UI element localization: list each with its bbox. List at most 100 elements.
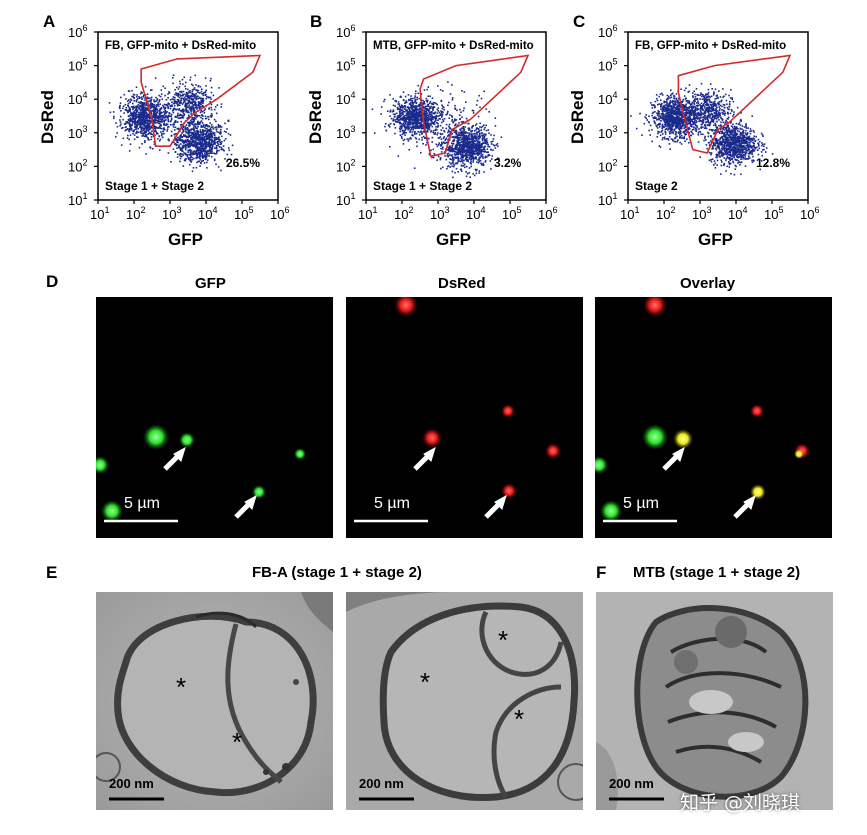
scatter-point [149, 146, 151, 148]
scatter-point [156, 111, 158, 114]
scatter-point [220, 128, 222, 131]
scatter-point [458, 114, 461, 116]
scatter-point [480, 151, 483, 153]
scatter-point [433, 132, 435, 135]
scatter-point [143, 107, 145, 110]
scatter-dots [108, 74, 234, 173]
scatter-point [165, 124, 167, 126]
scatter-point [194, 123, 196, 125]
scatter-point [463, 155, 465, 157]
scatter-point [178, 86, 181, 88]
scatter-point [679, 129, 681, 131]
scatter-point [216, 149, 218, 152]
scatter-point [667, 128, 670, 130]
scatter-point [413, 167, 416, 169]
scatter-point [468, 152, 470, 154]
scatter-point [120, 123, 122, 125]
scatter-point [456, 137, 459, 140]
scatter-point [433, 117, 436, 119]
scatter-point [462, 145, 465, 148]
scatter-point [143, 114, 145, 116]
scatter-point [428, 128, 431, 131]
scatter-point [146, 124, 149, 127]
scatter-point [208, 133, 210, 135]
scatter-point [467, 138, 470, 140]
scatter-point [441, 166, 444, 169]
scatter-point [190, 132, 193, 134]
scatter-point [155, 105, 158, 108]
scatter-point [191, 98, 193, 100]
scatter-point [413, 114, 415, 116]
scatter-point [152, 147, 154, 150]
scatter-point [402, 122, 405, 124]
scatter-point [170, 115, 172, 117]
scatter-point [179, 138, 182, 141]
scatter-point [187, 145, 190, 147]
scatter-point [187, 136, 190, 138]
scatter-point [173, 104, 176, 107]
scatter-point [211, 152, 213, 154]
scatter-point [137, 123, 140, 126]
plot-title: MTB, GFP-mito + DsRed-mito [373, 40, 534, 52]
scatter-point [213, 137, 215, 139]
scatter-point [413, 118, 416, 121]
scatter-point [202, 149, 205, 151]
scatter-point [153, 106, 155, 109]
scatter-point [174, 101, 177, 103]
scatter-point [670, 129, 673, 132]
scatter-point [208, 118, 210, 121]
scatter-point [404, 126, 406, 129]
scatter-point [141, 109, 143, 111]
scatter-point [188, 95, 191, 98]
scatter-point [663, 100, 665, 103]
scatter-point [459, 142, 461, 144]
scatter-point [449, 146, 451, 148]
scatter-point [145, 125, 147, 128]
scatter-point [160, 119, 163, 122]
scatter-point [178, 146, 181, 149]
scatter-point [484, 150, 487, 153]
scatter-point [475, 104, 478, 106]
scatter-point [658, 123, 660, 125]
scatter-point [696, 125, 698, 127]
scatter-point [183, 76, 186, 78]
scatter-point [391, 110, 394, 113]
scatter-point [423, 102, 426, 104]
scatter-point [476, 147, 478, 149]
scatter-point [147, 116, 150, 118]
scatter-point [150, 132, 152, 134]
scatter-point [207, 143, 210, 145]
scatter-point [654, 111, 656, 113]
scatter-point [408, 115, 411, 118]
scatter-point [451, 156, 454, 158]
scatter-point [435, 117, 438, 120]
scatter-point [176, 127, 179, 130]
scatter-point [394, 119, 397, 121]
scatter-point [218, 149, 220, 152]
scatter-point [477, 162, 480, 164]
scatter-point [706, 104, 708, 107]
scatter-point [440, 133, 442, 136]
scatter-point [141, 115, 144, 118]
scatter-point [685, 107, 688, 110]
scatter-point [204, 126, 206, 129]
scatter-point [684, 134, 687, 136]
scatter-point [675, 127, 677, 129]
scatter-point [407, 122, 409, 124]
scatter-point [187, 156, 189, 159]
scatter-point [217, 123, 220, 126]
scatter-point [405, 120, 408, 122]
scatter-point [176, 108, 179, 111]
scatter-point [411, 108, 413, 110]
scatter-point [146, 125, 148, 127]
scatter-point [138, 106, 141, 108]
scatter-point [407, 127, 409, 130]
scatter-point [219, 132, 221, 135]
scatter-point [210, 98, 212, 100]
scatter-point [195, 152, 198, 154]
scatter-point [441, 90, 444, 92]
scatter-point [669, 99, 672, 102]
scatter-point [416, 98, 418, 101]
scatter-point [401, 123, 403, 125]
scatter-point [185, 98, 187, 100]
